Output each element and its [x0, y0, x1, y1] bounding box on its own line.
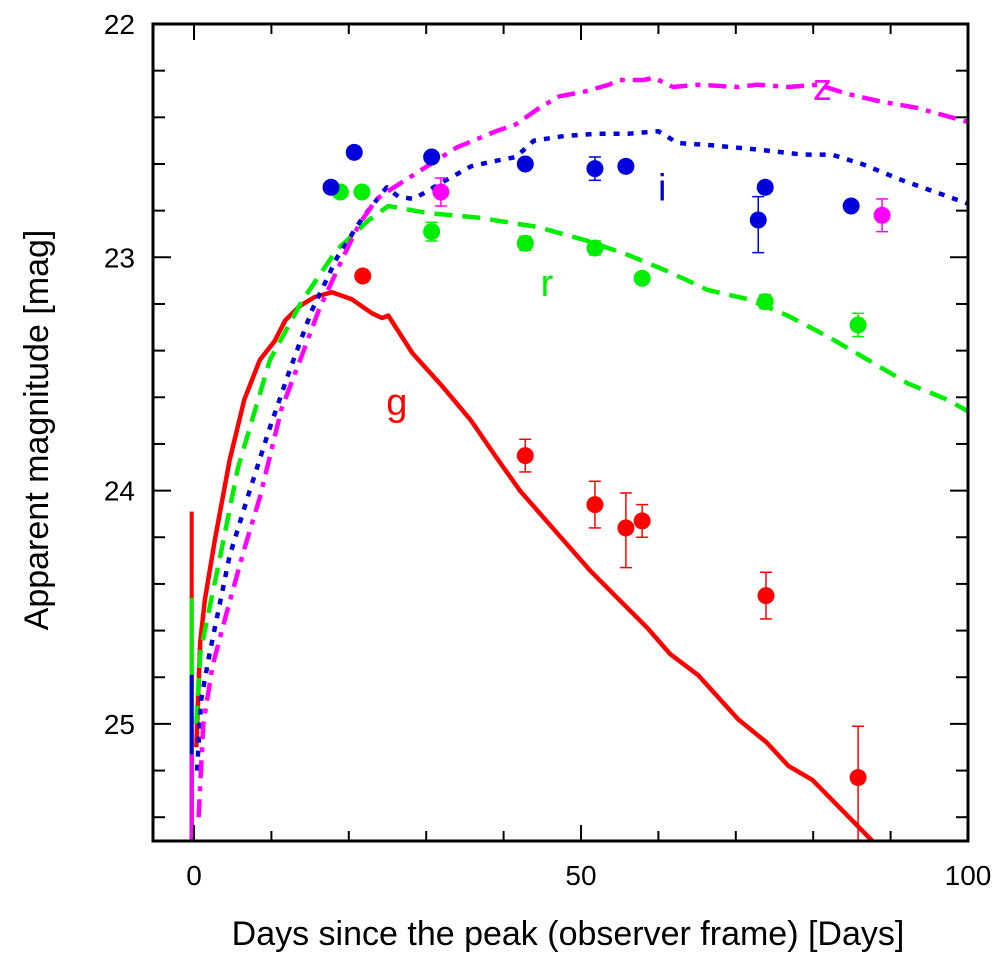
curve-label-i: i — [658, 167, 666, 209]
data-point-i — [345, 143, 363, 161]
data-point-r — [586, 239, 604, 257]
data-point-g — [617, 519, 635, 537]
observed-points — [322, 143, 891, 841]
curve-g-band — [194, 290, 874, 841]
plot-frame-border — [151, 22, 970, 843]
curve-label-r: r — [541, 263, 554, 305]
axis-ticks: 0 50 100 22 23 24 25 — [104, 9, 992, 891]
data-point-i — [586, 160, 604, 178]
data-point-r — [849, 316, 867, 334]
data-point-i — [423, 148, 441, 166]
data-point-r — [423, 223, 441, 241]
curve-r-band — [194, 203, 968, 725]
data-point-z — [873, 206, 891, 224]
data-point-r — [353, 183, 371, 201]
data-point-i — [322, 178, 340, 196]
curve-label-z: z — [813, 67, 832, 109]
data-point-g — [586, 496, 604, 514]
y-tick-label: 23 — [104, 242, 135, 273]
data-point-i — [842, 197, 860, 215]
data-point-i — [617, 157, 635, 175]
x-axis-label: Days since the peak (observer frame) [Da… — [232, 915, 905, 953]
data-point-g — [354, 267, 372, 285]
y-axis-label: Apparent magnitude [mag] — [18, 230, 56, 631]
data-point-z — [432, 183, 450, 201]
x-tick-label: 100 — [945, 860, 992, 891]
plot-frame — [151, 22, 970, 843]
data-point-i — [749, 211, 767, 229]
data-point-g — [849, 769, 867, 787]
data-point-i — [516, 155, 534, 173]
curve-i-band — [194, 129, 968, 771]
curve-labels: g r i z — [386, 67, 832, 424]
x-tick-label: 0 — [186, 860, 202, 891]
data-point-i — [756, 178, 774, 196]
y-tick-label: 25 — [104, 709, 135, 740]
curve-z-band — [196, 75, 968, 818]
data-point-g — [757, 587, 775, 605]
data-point-r — [516, 234, 534, 252]
data-point-g — [516, 447, 534, 465]
curve-label-g: g — [386, 382, 407, 424]
model-curves — [189, 75, 968, 841]
y-tick-label: 24 — [104, 476, 135, 507]
x-tick-label: 50 — [565, 860, 596, 891]
y-tick-label: 22 — [104, 9, 135, 40]
data-point-g — [633, 512, 651, 530]
data-point-r — [756, 293, 774, 311]
data-point-r — [633, 269, 651, 287]
